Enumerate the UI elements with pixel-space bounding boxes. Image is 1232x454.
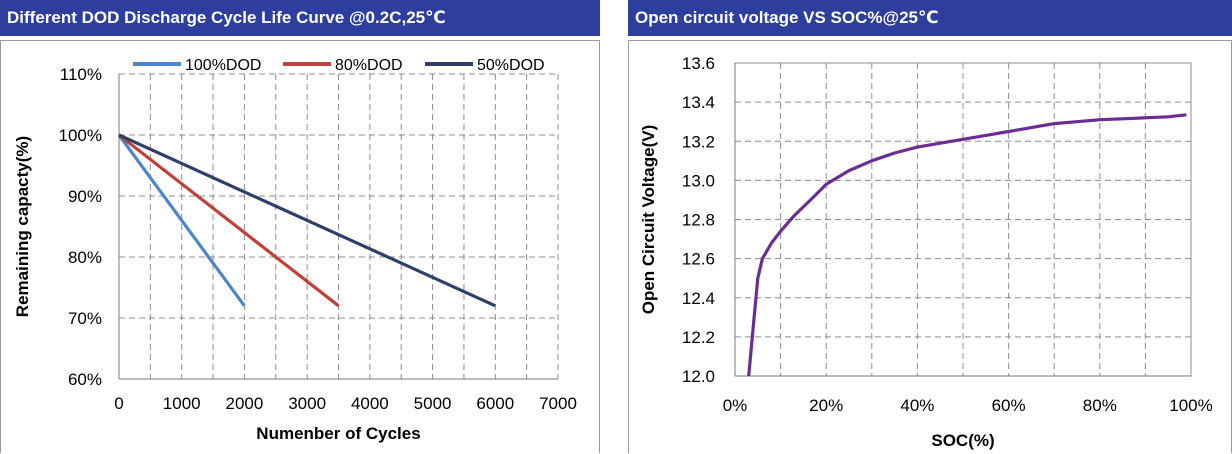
dod-chart-area: 0 1000 2000 3000 4000 5000 6000 7000 60% 70% 80% 90…	[0, 40, 600, 453]
x-tick-label: 1000	[163, 394, 201, 413]
y-tick-label: 13.4	[682, 93, 715, 112]
plot-frame	[734, 62, 1192, 377]
y-tick-label: 12.8	[682, 211, 715, 230]
x-tick-label: 80%	[1083, 396, 1117, 415]
x-tick-label: 5000	[414, 394, 452, 413]
x-tick-label: 20%	[809, 396, 843, 415]
legend-label-0: 100%DOD	[185, 57, 261, 74]
legend-label-2: 50%DOD	[477, 57, 545, 74]
x-tick-label: 2000	[226, 394, 264, 413]
x-tick-label: 100%	[1169, 396, 1212, 415]
series-line-0	[117, 134, 246, 307]
dod-chart-header: Different DOD Discharge Cycle Life Curve…	[0, 0, 600, 36]
series-line-2	[118, 133, 496, 308]
ocv-chart-header: Open circuit voltage VS SOC%@25℃	[628, 0, 1232, 36]
y-tick-label: 12.6	[682, 250, 715, 269]
y-tick-label: 12.2	[682, 328, 715, 347]
y-tick-label: 12.0	[682, 367, 715, 386]
y-tick-label: 80%	[68, 248, 102, 267]
y-tick-label: 13.2	[682, 132, 715, 151]
legend-label-1: 80%DOD	[335, 57, 403, 74]
x-tick-label: 0%	[723, 396, 748, 415]
x-tick-label: 0	[114, 394, 123, 413]
y-axis-title: Remaining capacty(%)	[13, 136, 32, 317]
x-tick-label: 60%	[992, 396, 1026, 415]
x-tick-label: 6000	[476, 394, 514, 413]
y-tick-label: 13.6	[682, 54, 715, 73]
y-tick-label: 60%	[68, 370, 102, 389]
x-tick-label: 40%	[900, 396, 934, 415]
y-tick-label: 100%	[59, 126, 102, 145]
x-tick-label: 3000	[288, 394, 326, 413]
ocv-soc-chart: 0% 20% 40% 60% 80% 100% 12.0 12.2 12.4 12.6 12.8 13…	[639, 54, 1213, 450]
y-tick-label: 90%	[68, 187, 102, 206]
x-tick-label: 7000	[539, 394, 577, 413]
y-tick-label: 13.0	[682, 171, 715, 190]
x-axis-title: SOC(%)	[931, 431, 994, 450]
x-axis-title: Numenber of Cycles	[256, 424, 420, 443]
ocv-soc-panel: Open circuit voltage VS SOC%@25℃ 0% 20% 40…	[628, 0, 1232, 453]
x-tick-label: 4000	[351, 394, 389, 413]
y-axis-title: Open Circuit Voltage(V)	[639, 125, 658, 315]
y-tick-label: 12.4	[682, 289, 715, 308]
series-line-1	[118, 133, 340, 308]
series-line-0	[747, 113, 1187, 377]
dod-cycle-life-chart: 0 1000 2000 3000 4000 5000 6000 7000 60% 70% 80% 90…	[13, 57, 577, 443]
y-tick-label: 70%	[68, 309, 102, 328]
y-tick-label: 110%	[60, 65, 102, 84]
ocv-chart-area: 0% 20% 40% 60% 80% 100% 12.0 12.2 12.4 12.6 12.8 13…	[628, 40, 1232, 453]
dod-cycle-life-panel: Different DOD Discharge Cycle Life Curve…	[0, 0, 600, 453]
legend: 100%DOD 80%DOD 50%DOD	[133, 57, 545, 74]
